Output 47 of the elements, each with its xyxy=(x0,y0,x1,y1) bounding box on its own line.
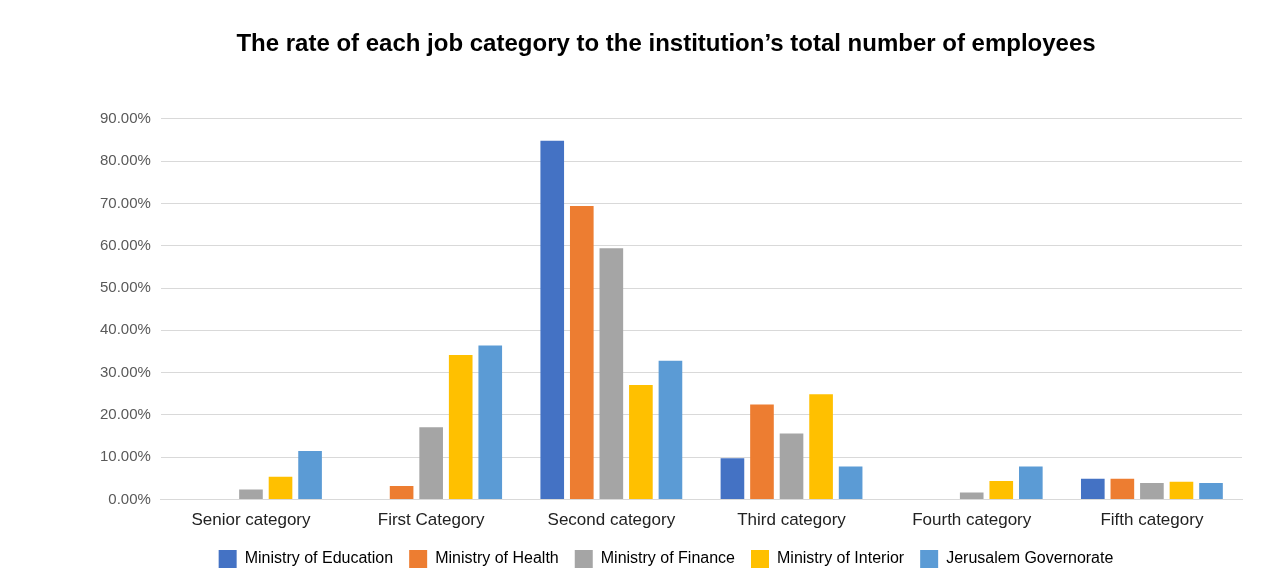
legend-label: Jerusalem Governorate xyxy=(946,549,1114,567)
y-tick-label: 0.00% xyxy=(108,489,151,507)
bar xyxy=(540,140,565,500)
bar xyxy=(478,345,503,500)
bar xyxy=(298,450,322,500)
x-tick-label: Second category xyxy=(547,510,676,530)
y-tick-label: 20.00% xyxy=(100,405,151,423)
bar xyxy=(629,384,653,500)
bar xyxy=(419,427,443,500)
y-tick-label: 30.00% xyxy=(100,362,151,380)
bar xyxy=(658,360,683,500)
bar xyxy=(389,486,414,500)
bar xyxy=(959,492,984,500)
x-tick-label: Senior category xyxy=(191,510,311,530)
bar xyxy=(1110,478,1135,500)
bar xyxy=(1169,481,1194,500)
x-tick-label: Third category xyxy=(737,510,847,530)
legend-label: Ministry of Education xyxy=(244,549,394,567)
bar xyxy=(720,458,745,500)
bar xyxy=(838,466,863,500)
bar xyxy=(268,476,293,500)
bar xyxy=(750,404,774,500)
y-tick-label: 60.00% xyxy=(100,235,151,253)
bar xyxy=(779,433,804,500)
y-tick-label: 40.00% xyxy=(100,320,151,338)
y-tick-label: 90.00% xyxy=(100,108,151,126)
bar xyxy=(599,248,624,500)
legend-label: Ministry of Health xyxy=(435,549,559,567)
x-tick-label: First Category xyxy=(377,510,486,530)
bar xyxy=(809,394,833,500)
chart-title: The rate of each job category to the institution’s total number of employees xyxy=(236,29,1096,57)
bar xyxy=(1080,478,1105,500)
bar xyxy=(239,489,263,500)
bar xyxy=(1199,483,1223,500)
x-tick-label: Fifth category xyxy=(1100,510,1204,530)
legend-label: Ministry of Finance xyxy=(600,549,736,567)
y-tick-label: 80.00% xyxy=(100,151,151,169)
bar xyxy=(1140,483,1164,500)
bar xyxy=(448,354,473,500)
y-tick-label: 50.00% xyxy=(100,278,151,296)
bar xyxy=(1019,466,1043,500)
bar xyxy=(989,480,1014,500)
bar xyxy=(569,205,594,500)
y-tick-label: 70.00% xyxy=(100,193,151,211)
y-tick-label: 10.00% xyxy=(100,447,151,465)
legend-label: Ministry of Interior xyxy=(777,549,905,567)
x-tick-label: Fourth category xyxy=(912,510,1032,530)
